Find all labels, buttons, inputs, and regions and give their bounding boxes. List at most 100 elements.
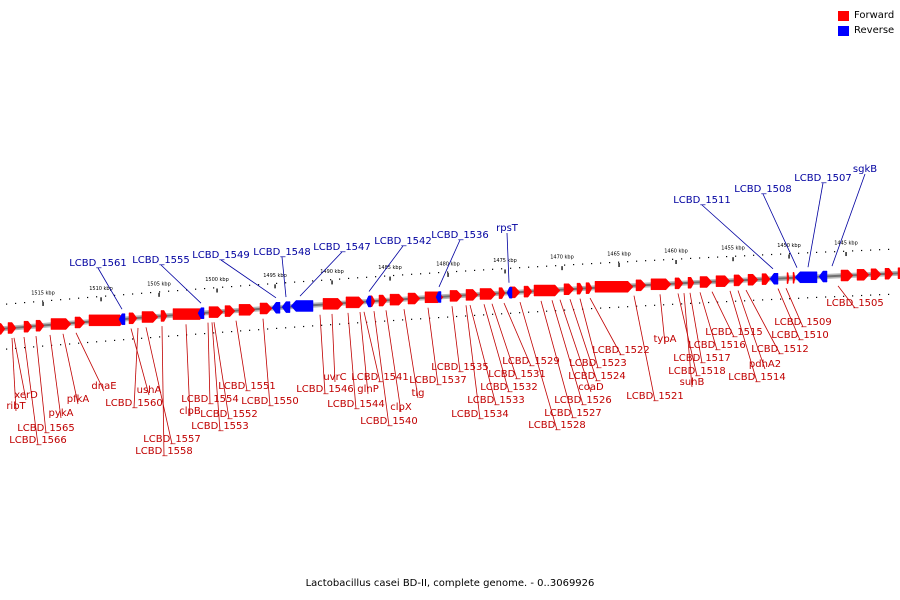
- reverse-track-dot: [627, 261, 629, 263]
- reverse-track-dot: [375, 276, 377, 278]
- forward-gene-label: LCBD_1537: [409, 375, 467, 386]
- forward-track-dot: [591, 308, 593, 310]
- forward-track-dot: [654, 304, 656, 306]
- forward-gene-label-leader: [540, 300, 574, 419]
- forward-gene-label-leader: [319, 314, 326, 395]
- reverse-track-dot: [6, 303, 8, 305]
- forward-gene-label-leader: [363, 311, 381, 383]
- forward-track-dot: [411, 318, 413, 320]
- reverse-track-dot: [735, 255, 737, 257]
- forward-gene-label: LCBD_1540: [360, 416, 418, 427]
- scale-tick-label: 1515 kbp: [31, 290, 55, 296]
- forward-gene-arrow: [141, 311, 159, 323]
- forward-track-dot: [717, 301, 719, 303]
- scale-tick: [675, 260, 677, 265]
- reverse-track-dot: [24, 302, 26, 304]
- forward-track-dot: [357, 322, 359, 324]
- forward-track-dot: [402, 319, 404, 321]
- gene-features: [0, 267, 900, 335]
- reverse-gene-label: LCBD_1536: [431, 230, 489, 241]
- scale-tick-label: 1445 kbp: [834, 241, 858, 247]
- forward-track-dot: [384, 320, 386, 322]
- forward-gene-label-leader: [427, 307, 439, 386]
- forward-gene-arrow: [238, 304, 256, 316]
- forward-track-dot: [132, 338, 134, 340]
- forward-gene-label: LCBD_1544: [327, 399, 385, 410]
- forward-gene-arrow: [563, 283, 575, 296]
- forward-gene-arrow: [378, 294, 388, 307]
- forward-gene-label-leader: [689, 292, 703, 364]
- reverse-track-dot: [78, 297, 80, 299]
- reverse-track-dot: [123, 294, 125, 296]
- forward-gene-label-leader: [569, 299, 598, 382]
- forward-track-dot: [843, 295, 845, 297]
- forward-gene-label-leader: [683, 293, 693, 388]
- forward-track-dot: [762, 299, 764, 301]
- forward-gene-label: LCBD_1524: [568, 371, 626, 382]
- reverse-track-dot: [753, 254, 755, 256]
- forward-track-dot: [627, 306, 629, 308]
- reverse-track-dot: [249, 284, 251, 286]
- reverse-track-dot: [330, 279, 332, 281]
- forward-track-dot: [249, 329, 251, 331]
- reverse-track-dot: [132, 293, 134, 295]
- reverse-track-dot: [582, 263, 584, 265]
- forward-gene-label: LCBD_1566: [9, 435, 67, 446]
- forward-track-dot: [861, 294, 863, 297]
- reverse-track-dot: [816, 251, 818, 253]
- forward-track-dot: [213, 332, 215, 334]
- scale-tick: [732, 257, 734, 262]
- forward-gene-label: ushA: [137, 385, 162, 396]
- legend-reverse-swatch: [838, 25, 849, 36]
- reverse-gene-label-leader: [831, 173, 866, 267]
- scale-tick: [504, 269, 506, 274]
- forward-gene-arrow: [674, 277, 684, 290]
- reverse-gene-label-leader: [807, 182, 824, 268]
- forward-track-dot: [546, 310, 548, 312]
- forward-track-dot: [645, 305, 647, 307]
- forward-gene-label: LCBD_1558: [135, 446, 193, 457]
- forward-gene-label-leader: [729, 290, 758, 383]
- forward-track-dot: [267, 328, 269, 330]
- forward-track-dot: [6, 348, 8, 350]
- forward-gene-label-leader: [75, 332, 105, 392]
- forward-gene-label: suhB: [680, 377, 705, 388]
- legend-forward-label: Forward: [854, 10, 895, 21]
- forward-gene-label: uvrC: [323, 372, 346, 383]
- forward-track-dot: [258, 329, 260, 331]
- reverse-gene-label-leader: [160, 264, 202, 304]
- reverse-track-dot: [609, 262, 611, 264]
- scale-tick-label: 1505 kbp: [147, 281, 171, 287]
- kbp-scale: 1515 kbp 1510 kbp 1505 kbp 1500 kbp 1495 kbp…: [31, 241, 858, 306]
- forward-gene-label-leader: [551, 300, 584, 406]
- reverse-gene-label-leader: [220, 259, 277, 299]
- forward-gene-arrow: [687, 277, 695, 289]
- forward-gene-label-leader: [579, 298, 599, 369]
- reverse-track-dot: [564, 264, 566, 266]
- forward-track-dot: [735, 300, 737, 302]
- forward-track-dot: [114, 339, 116, 341]
- forward-gene-label-leader: [211, 322, 221, 432]
- forward-track-dot: [690, 302, 692, 304]
- reverse-track-dot: [177, 290, 179, 292]
- forward-track-dot: [168, 335, 170, 337]
- reverse-gene-label: LCBD_1547: [313, 242, 371, 253]
- reverse-track-dot: [537, 266, 539, 268]
- forward-gene-label: LCBD_1517: [673, 353, 731, 364]
- forward-gene-label: LCBD_1518: [668, 366, 726, 377]
- forward-track-dot: [177, 335, 179, 337]
- forward-gene-label-leader: [207, 322, 211, 405]
- reverse-track-dot: [465, 270, 467, 272]
- scale-tick: [788, 254, 790, 259]
- reverse-gene-arrow: [271, 302, 281, 314]
- reverse-track-dot: [888, 248, 890, 250]
- forward-track-dot: [780, 298, 782, 300]
- forward-gene-label-leader: [785, 288, 804, 328]
- scale-tick-label: 1495 kbp: [263, 273, 287, 279]
- reverse-track-dot: [726, 256, 728, 258]
- forward-gene-label-leader: [777, 288, 801, 341]
- forward-gene-label: LCBD_1522: [592, 345, 650, 356]
- reverse-track-dot: [492, 268, 494, 270]
- reverse-track-dot: [105, 295, 107, 297]
- forward-gene-label-leader: [49, 334, 62, 419]
